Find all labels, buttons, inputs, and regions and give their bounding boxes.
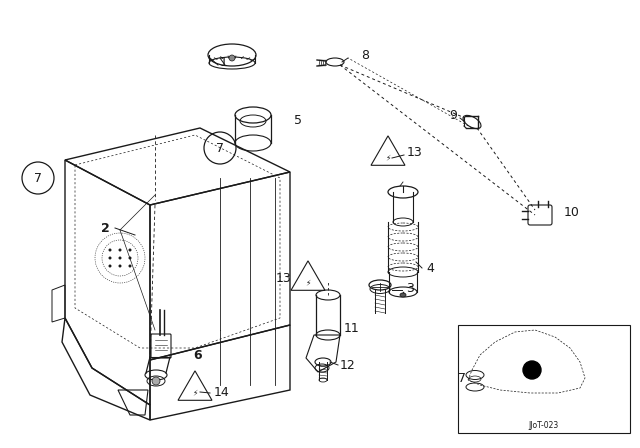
Text: 13: 13 bbox=[407, 146, 423, 159]
Text: 1: 1 bbox=[220, 56, 228, 69]
Text: 7: 7 bbox=[34, 172, 42, 185]
Text: 13: 13 bbox=[276, 271, 292, 284]
Text: 9: 9 bbox=[449, 108, 457, 121]
Text: 4: 4 bbox=[426, 262, 434, 275]
Bar bbox=[458, 325, 630, 433]
Circle shape bbox=[523, 361, 541, 379]
Circle shape bbox=[129, 264, 131, 267]
Circle shape bbox=[118, 249, 122, 251]
Circle shape bbox=[229, 55, 235, 61]
Circle shape bbox=[118, 257, 122, 259]
Text: 10: 10 bbox=[564, 206, 580, 219]
Text: 11: 11 bbox=[344, 322, 360, 335]
Ellipse shape bbox=[400, 293, 406, 297]
Circle shape bbox=[118, 264, 122, 267]
Text: 2: 2 bbox=[100, 221, 109, 234]
Circle shape bbox=[129, 257, 131, 259]
Text: 14: 14 bbox=[214, 385, 230, 399]
Circle shape bbox=[129, 249, 131, 251]
Text: ⚡: ⚡ bbox=[305, 279, 310, 288]
Text: 5: 5 bbox=[294, 113, 302, 126]
Circle shape bbox=[152, 377, 160, 385]
Circle shape bbox=[109, 257, 111, 259]
Text: 6: 6 bbox=[194, 349, 202, 362]
Text: ⚡: ⚡ bbox=[192, 388, 198, 397]
Text: 8: 8 bbox=[361, 48, 369, 61]
Circle shape bbox=[109, 249, 111, 251]
Text: 7: 7 bbox=[216, 142, 224, 155]
Text: ⚡: ⚡ bbox=[385, 154, 390, 163]
Circle shape bbox=[109, 264, 111, 267]
Text: JJoT-023: JJoT-023 bbox=[529, 421, 559, 430]
Text: 12: 12 bbox=[340, 358, 356, 371]
Text: 7: 7 bbox=[458, 371, 466, 384]
Text: 3: 3 bbox=[406, 281, 414, 294]
